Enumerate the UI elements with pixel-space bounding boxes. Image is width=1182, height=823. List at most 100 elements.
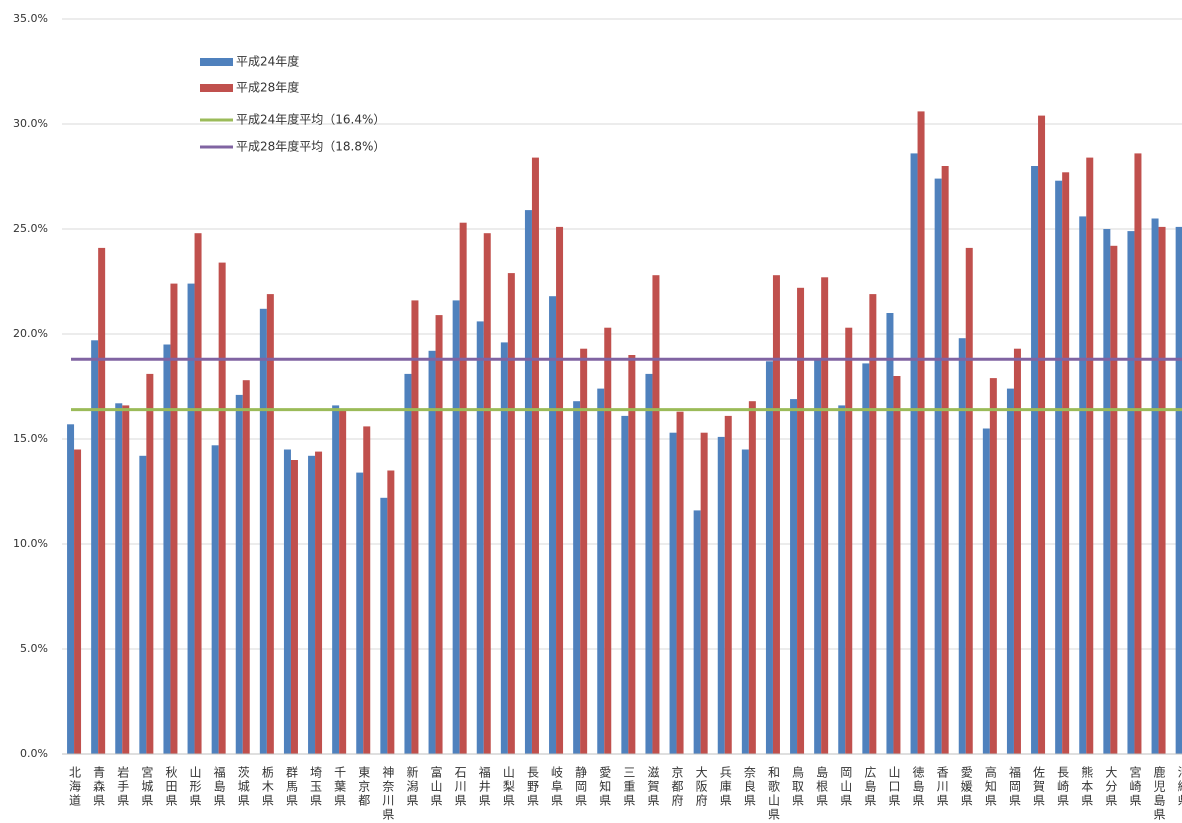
y-tick-label: 5.0%	[20, 642, 48, 655]
bar	[380, 497, 388, 754]
x-tick-label: 宮崎県	[1128, 765, 1142, 808]
y-tick-label: 0.0%	[20, 747, 48, 760]
bar	[1006, 388, 1014, 754]
x-tick-label: 石川県	[453, 766, 467, 808]
bar	[797, 287, 805, 754]
bar	[1062, 172, 1070, 755]
bar	[669, 432, 677, 754]
bar	[893, 376, 901, 754]
x-tick-label: 長野県	[525, 766, 539, 808]
x-tick-label: 新潟県	[405, 765, 419, 808]
x-tick-label: 奈良県	[742, 766, 756, 808]
x-tick-label: 群馬県	[284, 766, 298, 808]
bar	[765, 361, 773, 754]
x-tick-label: 熊本県	[1080, 765, 1094, 808]
x-tick-label: 栃木県	[260, 766, 274, 808]
bar	[363, 426, 371, 754]
bar	[187, 283, 195, 754]
bar	[1013, 348, 1021, 754]
bar	[283, 449, 291, 754]
x-tick-label: 岐阜県	[550, 766, 564, 808]
bar	[965, 247, 973, 754]
x-tick-label: 京都府	[670, 766, 684, 808]
bar	[91, 340, 99, 754]
x-tick-label: 沖縄県	[1176, 766, 1182, 808]
bar	[845, 327, 853, 754]
bar	[869, 294, 877, 754]
x-tick-label: 大分県	[1104, 766, 1118, 808]
bar	[1086, 157, 1094, 755]
bar	[838, 405, 846, 754]
bar	[507, 273, 515, 754]
legend-label: 平成24年度平均（16.4%）	[236, 112, 385, 127]
y-tick-label: 30.0%	[13, 117, 48, 130]
bar	[1127, 231, 1135, 755]
bar	[339, 409, 347, 754]
bar	[549, 296, 557, 754]
x-tick-label: 島根県	[815, 765, 829, 808]
bar	[122, 405, 130, 754]
bar	[886, 313, 894, 754]
bar	[428, 350, 436, 754]
bar	[862, 363, 870, 754]
bar	[958, 338, 966, 754]
bar	[411, 300, 419, 754]
bar	[597, 388, 605, 754]
legend-label: 平成28年度	[236, 80, 299, 95]
bar	[115, 403, 123, 754]
x-tick-label: 滋賀県	[646, 766, 660, 808]
x-tick-label: 富山県	[429, 765, 443, 808]
bar	[459, 222, 467, 754]
bar	[476, 321, 484, 754]
x-tick-label: 青森県	[92, 766, 106, 808]
bar	[242, 380, 250, 754]
y-tick-label: 15.0%	[13, 432, 48, 445]
bar	[194, 233, 202, 754]
bar	[290, 460, 298, 754]
bar	[717, 436, 725, 754]
x-tick-label: 広島県	[863, 766, 877, 808]
bar	[1151, 218, 1159, 754]
x-tick-label: 茨城県	[236, 766, 250, 808]
bar	[790, 399, 798, 754]
bar	[982, 428, 990, 754]
bar	[356, 472, 364, 754]
y-tick-label: 20.0%	[13, 327, 48, 340]
bar	[700, 432, 708, 754]
bar	[218, 262, 226, 754]
y-tick-label: 35.0%	[13, 12, 48, 25]
bar	[163, 344, 171, 754]
x-tick-label: 東京都	[357, 766, 371, 808]
bar	[917, 111, 925, 754]
x-tick-label: 福井県	[477, 765, 491, 808]
bar	[645, 373, 653, 754]
bar	[452, 300, 460, 754]
bar	[621, 415, 629, 754]
x-tick-label: 千葉県	[333, 766, 347, 808]
y-tick-label: 10.0%	[13, 537, 48, 550]
bar	[652, 275, 660, 754]
bar	[573, 401, 581, 754]
bar	[1110, 245, 1118, 755]
bar	[989, 378, 997, 754]
x-tick-label: 香川県	[935, 766, 949, 808]
x-tick-label: 徳島県	[911, 765, 925, 808]
bar	[524, 210, 532, 755]
bar	[74, 449, 82, 754]
bar	[1103, 229, 1111, 754]
bar	[1031, 166, 1039, 754]
bar	[308, 455, 316, 754]
x-tick-label: 宮城県	[140, 765, 154, 808]
bar	[604, 327, 612, 754]
legend-label: 平成24年度	[236, 54, 299, 69]
bar	[814, 359, 822, 754]
x-tick-label: 岡山県	[839, 766, 853, 808]
x-tick-label: 三重県	[622, 766, 636, 808]
bar	[435, 315, 443, 754]
x-tick-label: 和歌山県	[766, 766, 780, 822]
bar	[146, 373, 154, 754]
x-tick-label: 山口県	[887, 766, 901, 808]
x-tick-label: 長崎県	[1056, 766, 1070, 808]
